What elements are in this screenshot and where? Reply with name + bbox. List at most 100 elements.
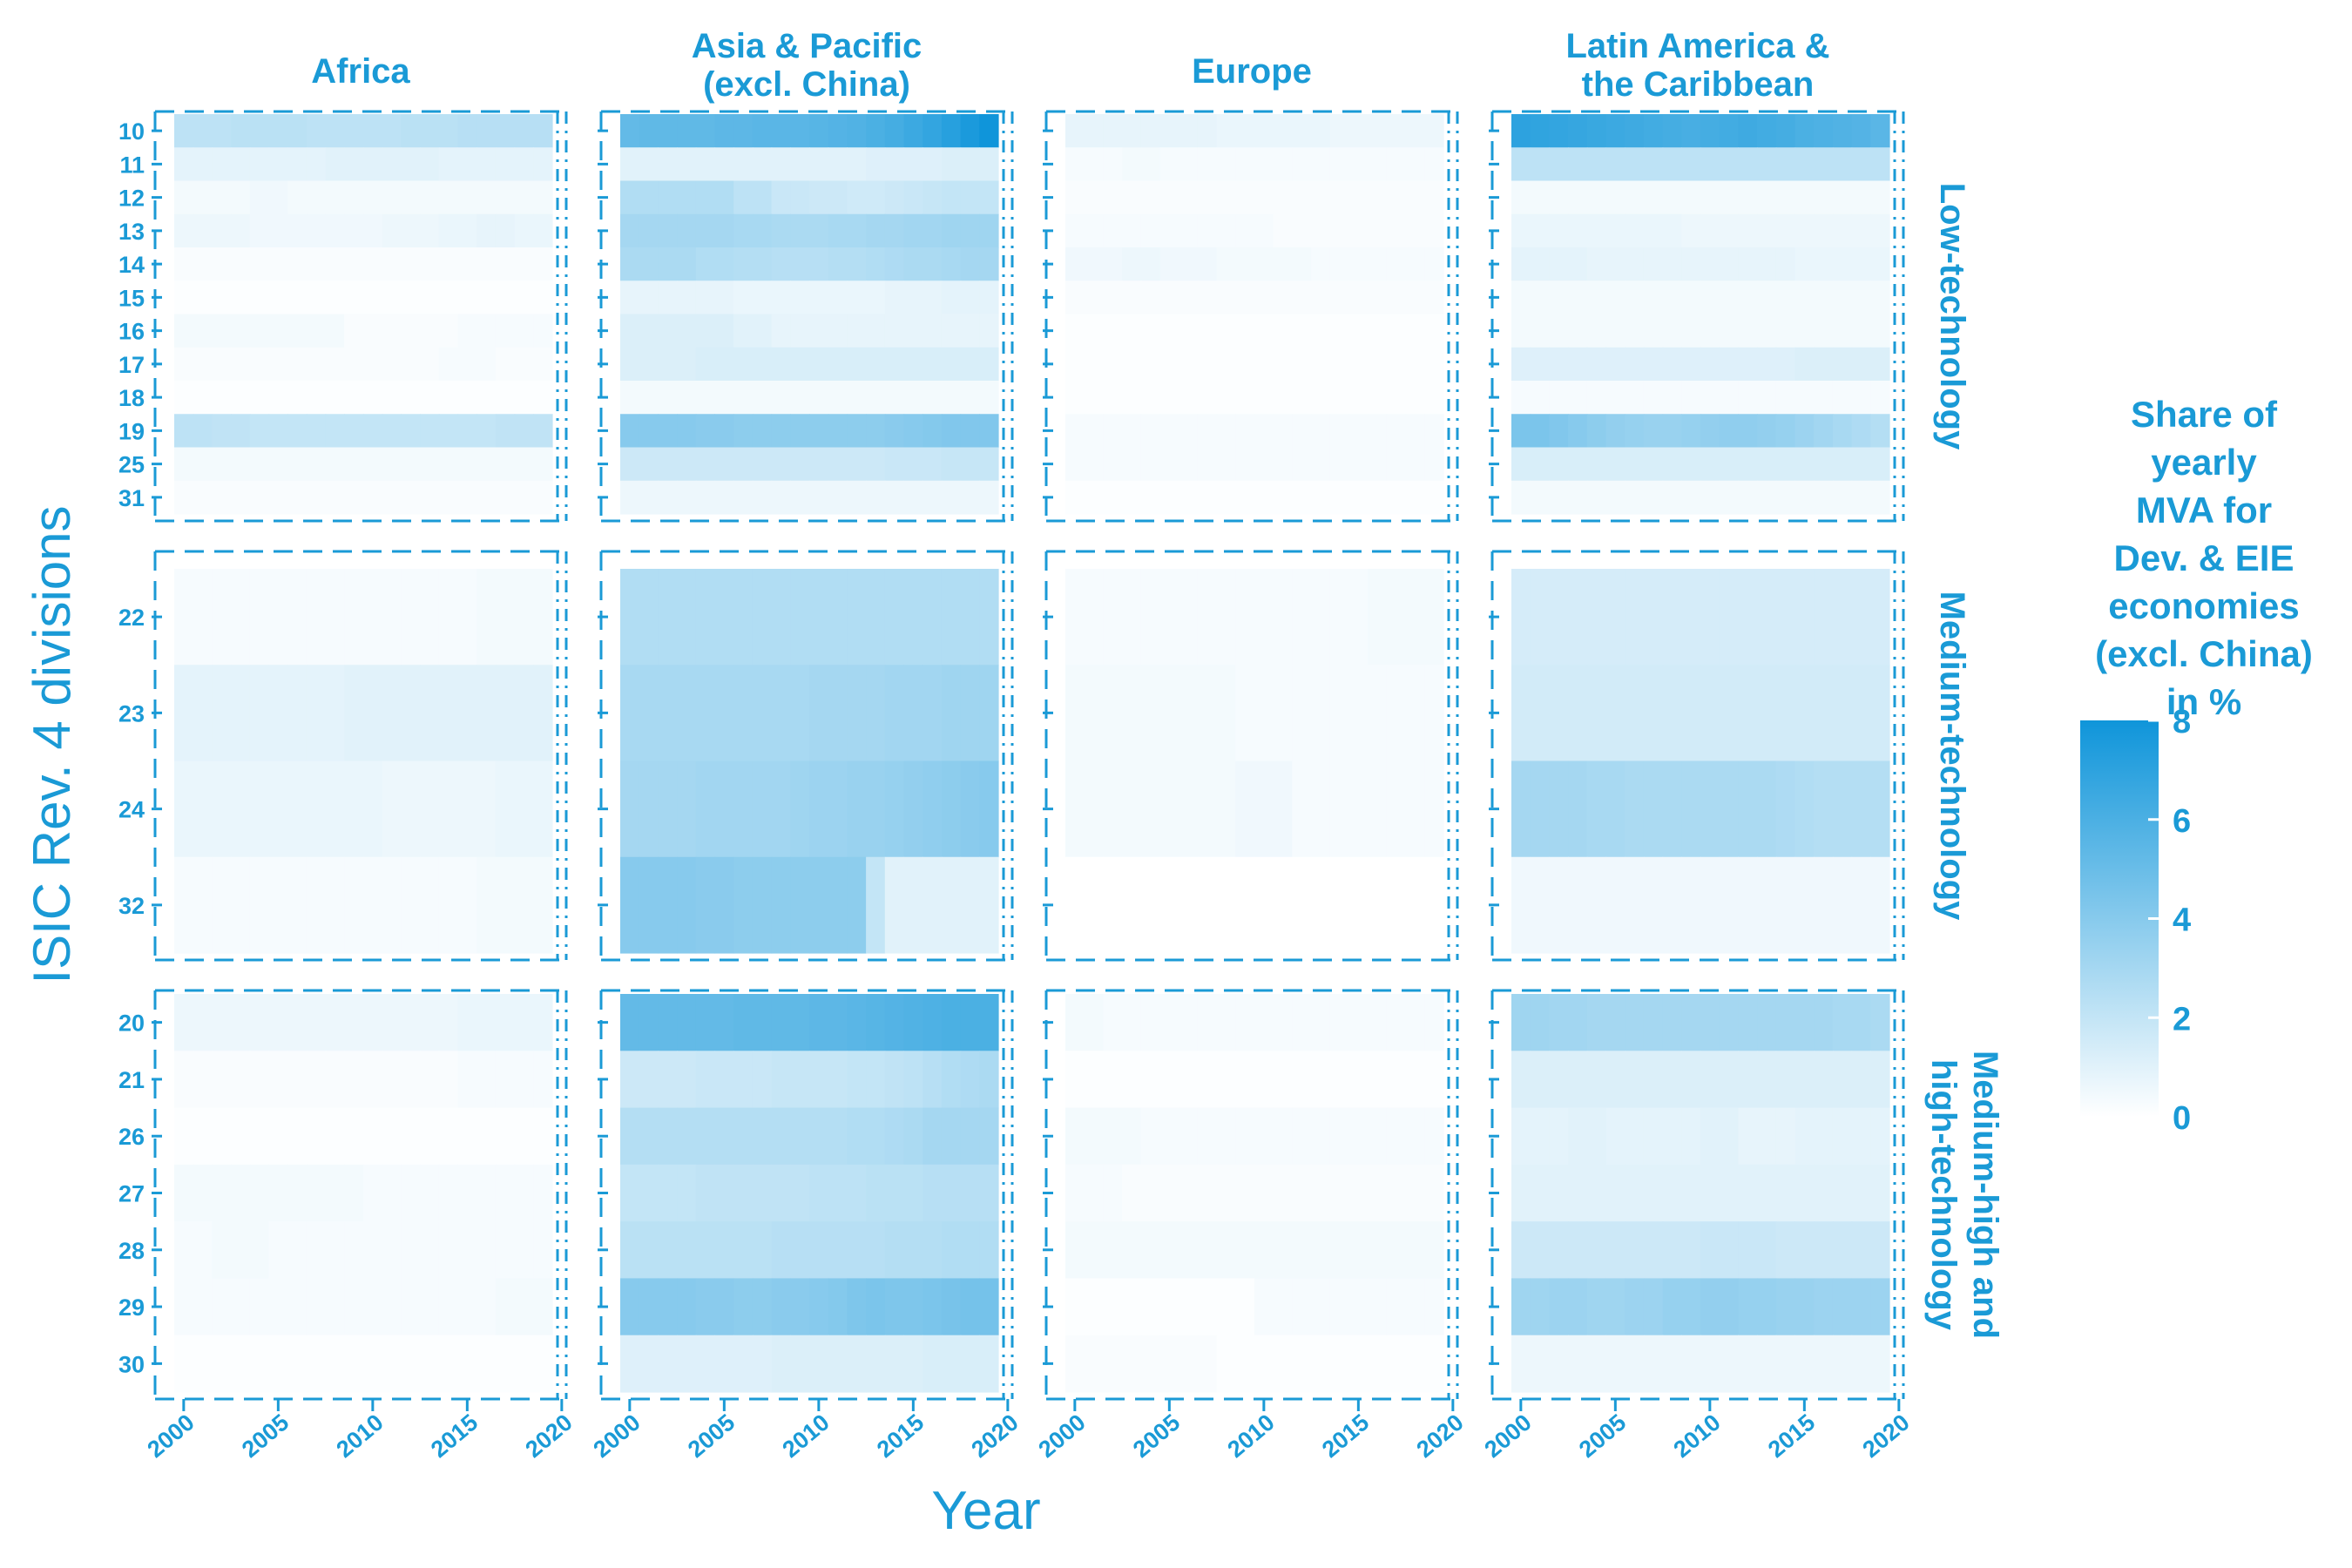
heatmap-cell-asia-11-2012 [847,147,867,182]
heatmap-cell-europe-21-2005 [1159,1051,1179,1109]
heatmap-cell-latam-21-2010 [1700,1051,1720,1109]
heatmap-cell-europe-17-2014 [1329,347,1350,382]
heatmap-cell-africa-17-2019 [533,347,553,382]
heatmap-cell-europe-22-2013 [1311,569,1331,666]
heatmap-cell-europe-15-2015 [1348,280,1369,315]
heatmap-cell-asia-10-2010 [809,114,829,148]
heatmap-cell-europe-31-2008 [1216,480,1236,515]
heatmap-cell-asia-27-2005 [714,1164,734,1222]
heatmap-cell-latam-21-2002 [1549,1051,1569,1109]
heatmap-cell-latam-32-2014 [1775,856,1796,954]
heatmap-cell-africa-24-2017 [495,760,516,858]
heatmap-cell-africa-11-2019 [533,147,553,182]
heatmap-cell-africa-23-2011 [382,665,402,762]
heatmap-cell-asia-14-2015 [903,247,923,281]
heatmap-cell-europe-11-2000 [1065,147,1085,182]
heatmap-cell-europe-15-2001 [1084,280,1104,315]
heatmap-cell-africa-29-2001 [193,1278,213,1336]
heatmap-cell-latam-10-2007 [1643,114,1664,148]
heatmap-cell-latam-13-2014 [1775,213,1796,248]
heatmap-cell-asia-29-2015 [903,1278,923,1336]
heatmap-cell-africa-27-2007 [306,1164,327,1222]
heatmap-cell-asia-15-2013 [866,280,886,315]
heatmap-cell-asia-27-2013 [866,1164,886,1222]
heatmap-cell-africa-23-2019 [533,665,553,762]
heatmap-cell-africa-10-2009 [344,114,364,148]
heatmap-cell-latam-12-2017 [1832,180,1853,215]
heatmap-cell-europe-23-2014 [1329,665,1350,762]
heatmap-cell-africa-12-2003 [231,180,251,215]
heatmap-cell-africa-31-2015 [457,480,477,515]
heatmap-cell-latam-13-2005 [1605,213,1625,248]
heatmap-cell-europe-31-2016 [1368,480,1388,515]
heatmap-cell-latam-25-2000 [1511,447,1531,482]
heatmap-cell-asia-28-2011 [828,1221,848,1280]
heatmap-cell-europe-13-2013 [1311,213,1331,248]
heatmap-cell-europe-27-2004 [1140,1164,1161,1222]
heatmap-cell-africa-29-2004 [249,1278,270,1336]
heatmap-cell-europe-12-2018 [1405,180,1425,215]
heatmap-cell-latam-23-2005 [1605,665,1625,762]
heatmap-cell-latam-21-2016 [1814,1051,1834,1109]
heatmap-cell-asia-28-2010 [809,1221,829,1280]
heatmap-cell-asia-23-2002 [658,665,678,762]
heatmap-cell-latam-18-2007 [1643,381,1664,415]
heatmap-cell-latam-30-2004 [1586,1335,1607,1393]
heatmap-cell-europe-31-2005 [1159,480,1179,515]
heatmap-cell-europe-28-2012 [1292,1221,1312,1280]
heatmap-cell-latam-21-2015 [1794,1051,1815,1109]
heatmap-cell-africa-12-2012 [401,180,421,215]
heatmap-cell-africa-26-2014 [438,1107,459,1166]
heatmap-cell-africa-26-2009 [344,1107,364,1166]
heatmap-cell-latam-26-2003 [1568,1107,1588,1166]
heatmap-cell-latam-12-2019 [1870,180,1890,215]
heatmap-cell-europe-27-2005 [1159,1164,1179,1222]
heatmap-cell-latam-28-2018 [1851,1221,1871,1280]
heatmap-cell-europe-13-2008 [1216,213,1236,248]
heatmap-cell-latam-28-2001 [1530,1221,1550,1280]
heatmap-cell-europe-15-2006 [1179,280,1199,315]
heatmap-cell-africa-26-2002 [212,1107,232,1166]
heatmap-cell-latam-13-2002 [1549,213,1569,248]
heatmap-cell-europe-15-2012 [1292,280,1312,315]
heatmap-cell-asia-30-2018 [960,1335,980,1393]
heatmap-cell-asia-18-2012 [847,381,867,415]
heatmap-cell-latam-27-2010 [1700,1164,1720,1222]
heatmap-cell-europe-19-2016 [1368,414,1388,449]
heatmap-cell-europe-28-2003 [1122,1221,1142,1280]
heatmap-cell-latam-22-2000 [1511,569,1531,666]
heatmap-cell-asia-21-2009 [790,1051,810,1109]
heatmap-cell-latam-24-2005 [1605,760,1625,858]
heatmap-cell-latam-13-2018 [1851,213,1871,248]
heatmap-cell-europe-16-2006 [1179,314,1199,348]
heatmap-cell-europe-11-2005 [1159,147,1179,182]
heatmap-cell-latam-26-2019 [1870,1107,1890,1166]
heatmap-cell-africa-31-2001 [193,480,213,515]
heatmap-cell-asia-19-2012 [847,414,867,449]
heatmap-cell-asia-13-2006 [733,213,754,248]
heatmap-cell-asia-19-2003 [677,414,697,449]
heatmap-cell-latam-28-2013 [1757,1221,1777,1280]
heatmap-cell-latam-29-2011 [1719,1278,1739,1336]
heatmap-cell-africa-17-2016 [476,347,497,382]
heatmap-cell-africa-18-2012 [401,381,421,415]
heatmap-cell-asia-16-2006 [733,314,754,348]
x-tick-label: 2010 [777,1409,834,1463]
panel-frame-mht-asia [599,989,1012,1401]
heatmap-cell-africa-12-2013 [420,180,440,215]
heatmap-cell-asia-15-2012 [847,280,867,315]
heatmap-cell-latam-25-2004 [1586,447,1607,482]
heatmap-cell-latam-16-2005 [1605,314,1625,348]
heatmap-cell-asia-30-2008 [771,1335,791,1393]
heatmap-cell-africa-14-2017 [495,247,516,281]
heatmap-cell-asia-15-2002 [658,280,678,315]
heatmap-cell-africa-30-2019 [533,1335,553,1393]
heatmap-cell-africa-30-2016 [476,1335,497,1393]
heatmap-cell-africa-27-2015 [457,1164,477,1222]
heatmap-cell-latam-17-2001 [1530,347,1550,382]
heatmap-cell-latam-10-2008 [1662,114,1682,148]
heatmap-cell-asia-26-2006 [733,1107,754,1166]
heatmap-cell-africa-17-2004 [249,347,270,382]
heatmap-cell-latam-11-2009 [1681,147,1701,182]
